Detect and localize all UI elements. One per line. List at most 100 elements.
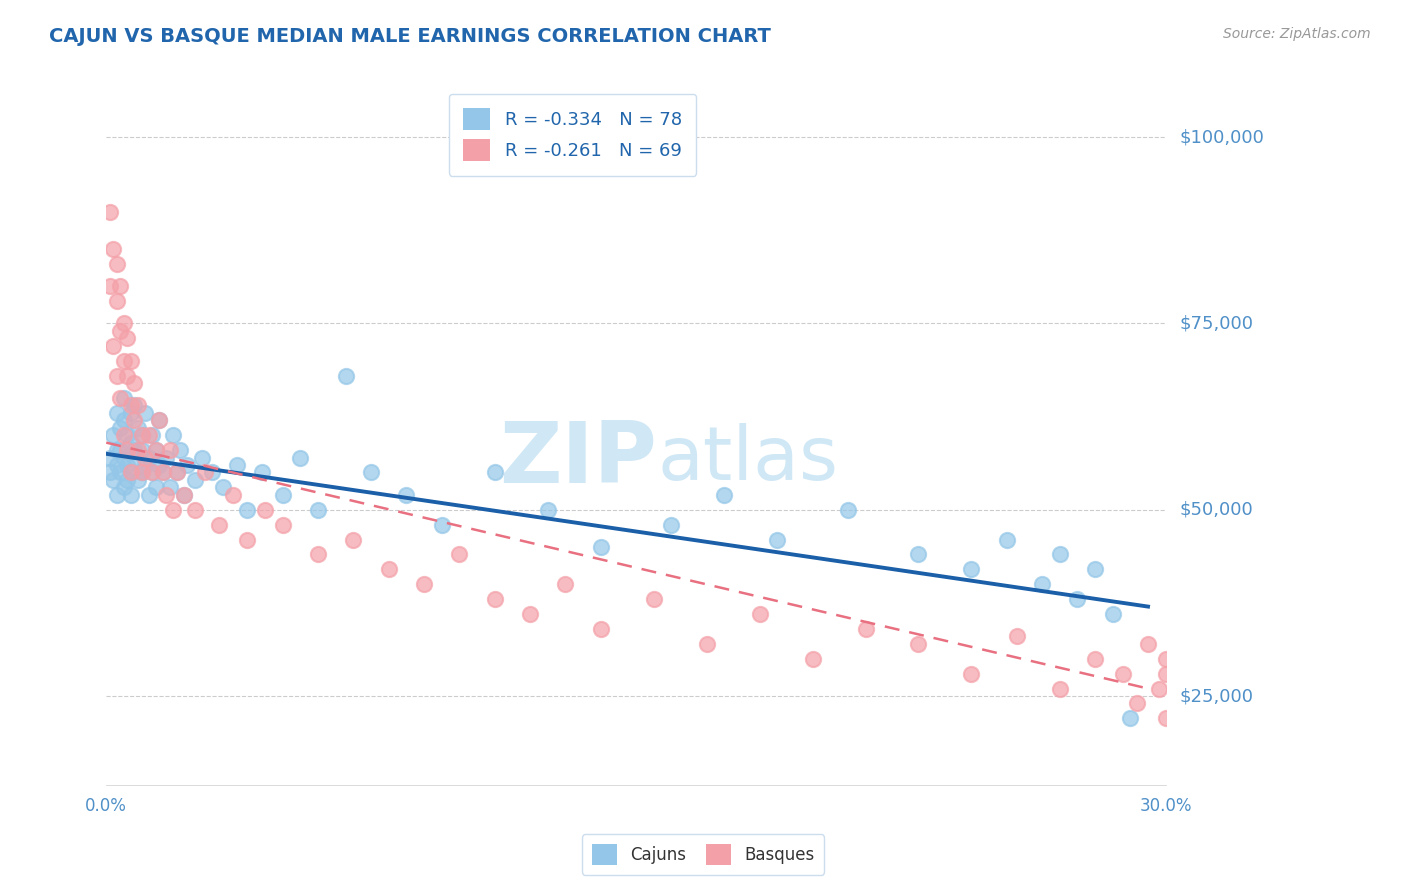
Point [211,480,233,494]
Point [1066,592,1088,607]
Point [148,413,170,427]
Point [1137,637,1160,651]
Point [907,637,929,651]
Point [141,428,163,442]
Point [145,443,167,458]
Point [98,450,121,465]
Point [117,443,139,458]
Point [105,406,128,420]
Point [124,376,146,390]
Text: $100,000: $100,000 [1180,128,1264,146]
Text: atlas: atlas [657,424,838,496]
Point [159,480,181,494]
Point [713,488,735,502]
Point [120,406,142,420]
Point [837,502,859,516]
Point [1112,666,1135,681]
Point [120,398,142,412]
Point [110,324,132,338]
Point [131,466,153,480]
Point [271,517,294,532]
Point [183,502,205,516]
Point [250,466,273,480]
Point [112,413,135,427]
Point [103,242,125,256]
Point [643,592,665,607]
Point [855,622,877,636]
Point [1154,666,1177,681]
Point [194,466,217,480]
Point [236,533,259,547]
Point [960,666,983,681]
Point [112,391,135,405]
Point [112,480,135,494]
Point [1126,697,1149,711]
Point [120,466,142,480]
Point [271,488,294,502]
Point [138,488,160,502]
Point [201,466,224,480]
Point [112,450,135,465]
Point [162,428,184,442]
Text: ZIP: ZIP [499,418,657,501]
Point [124,413,146,427]
Point [145,443,167,458]
Point [131,443,153,458]
Text: $50,000: $50,000 [1180,500,1253,519]
Point [960,562,983,576]
Point [105,443,128,458]
Point [225,458,247,472]
Point [131,428,153,442]
Point [907,548,929,562]
Point [120,488,142,502]
Point [1147,681,1170,696]
Point [413,577,436,591]
Point [696,637,718,651]
Point [124,443,146,458]
Point [112,353,135,368]
Point [148,458,170,472]
Point [166,466,188,480]
Point [1084,562,1107,576]
Point [110,421,132,435]
Point [134,450,156,465]
Point [166,466,188,480]
Point [145,480,167,494]
Point [1031,577,1053,591]
Point [117,473,139,487]
Point [131,466,153,480]
Point [183,473,205,487]
Point [159,443,181,458]
Point [124,398,146,412]
Point [519,607,541,621]
Point [1007,629,1029,643]
Point [120,466,142,480]
Point [124,450,146,465]
Text: $25,000: $25,000 [1180,687,1254,705]
Point [395,488,418,502]
Point [659,517,682,532]
Point [155,450,177,465]
Point [176,458,198,472]
Point [117,368,139,383]
Point [190,450,212,465]
Point [141,466,163,480]
Legend: Cajuns, Basques: Cajuns, Basques [582,834,824,875]
Point [112,428,135,442]
Point [254,502,277,516]
Point [141,466,163,480]
Point [105,293,128,308]
Point [484,592,506,607]
Point [127,473,149,487]
Point [169,443,191,458]
Point [378,562,401,576]
Point [360,466,382,480]
Point [430,517,453,532]
Point [103,339,125,353]
Point [1084,652,1107,666]
Legend: R = -0.334   N = 78, R = -0.261   N = 69: R = -0.334 N = 78, R = -0.261 N = 69 [449,94,696,176]
Point [152,466,174,480]
Point [98,204,121,219]
Point [134,458,156,472]
Point [766,533,789,547]
